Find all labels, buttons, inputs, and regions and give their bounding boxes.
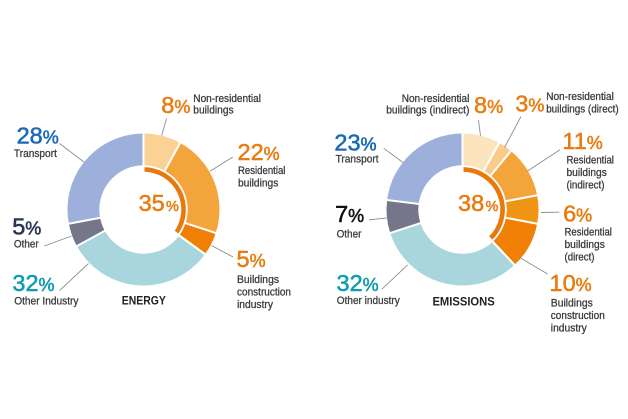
svg-text:ENERGY: ENERGY [122,294,166,308]
svg-text:6%: 6% [563,200,592,226]
svg-text:Other Industry: Other Industry [14,296,79,308]
svg-text:28%: 28% [17,122,59,148]
svg-text:Residential: Residential [567,155,614,167]
svg-text:3%: 3% [515,91,544,117]
svg-text:35%: 35% [139,190,179,216]
svg-text:22%: 22% [238,139,280,165]
svg-text:Non-residential: Non-residential [402,93,470,105]
svg-text:Buildings: Buildings [551,297,593,309]
svg-text:construction: construction [237,287,291,299]
svg-text:buildings: buildings [238,178,278,190]
svg-text:Transport: Transport [14,148,57,160]
svg-text:Transport: Transport [336,154,379,166]
svg-text:8%: 8% [474,92,503,118]
svg-text:8%: 8% [161,92,190,118]
svg-text:EMISSIONS: EMISSIONS [432,294,494,308]
svg-text:(direct): (direct) [565,252,595,264]
svg-text:11%: 11% [562,128,602,154]
svg-text:5%: 5% [12,214,41,240]
svg-text:Other: Other [14,238,39,250]
svg-text:Other: Other [337,228,362,240]
svg-text:23%: 23% [334,129,376,155]
svg-text:buildings: buildings [567,167,607,179]
svg-text:buildings: buildings [565,239,605,251]
svg-text:5%: 5% [237,246,266,272]
svg-text:buildings (indirect): buildings (indirect) [386,105,469,117]
svg-text:32%: 32% [12,270,54,296]
svg-text:7%: 7% [335,201,364,227]
svg-text:Residential: Residential [565,227,612,239]
svg-text:buildings: buildings [193,105,233,117]
svg-text:buildings (direct): buildings (direct) [546,104,619,116]
svg-text:Non-residential: Non-residential [193,93,261,105]
svg-text:Other industry: Other industry [337,295,401,307]
svg-text:10%: 10% [550,270,592,296]
svg-text:industry: industry [237,299,274,311]
svg-text:construction: construction [551,310,605,322]
svg-text:(indirect): (indirect) [567,180,605,192]
svg-text:Non-residential: Non-residential [546,91,614,103]
svg-text:Residential: Residential [238,165,285,177]
svg-text:industry: industry [551,322,588,334]
svg-text:32%: 32% [337,270,379,296]
svg-text:Buildings: Buildings [237,274,279,286]
